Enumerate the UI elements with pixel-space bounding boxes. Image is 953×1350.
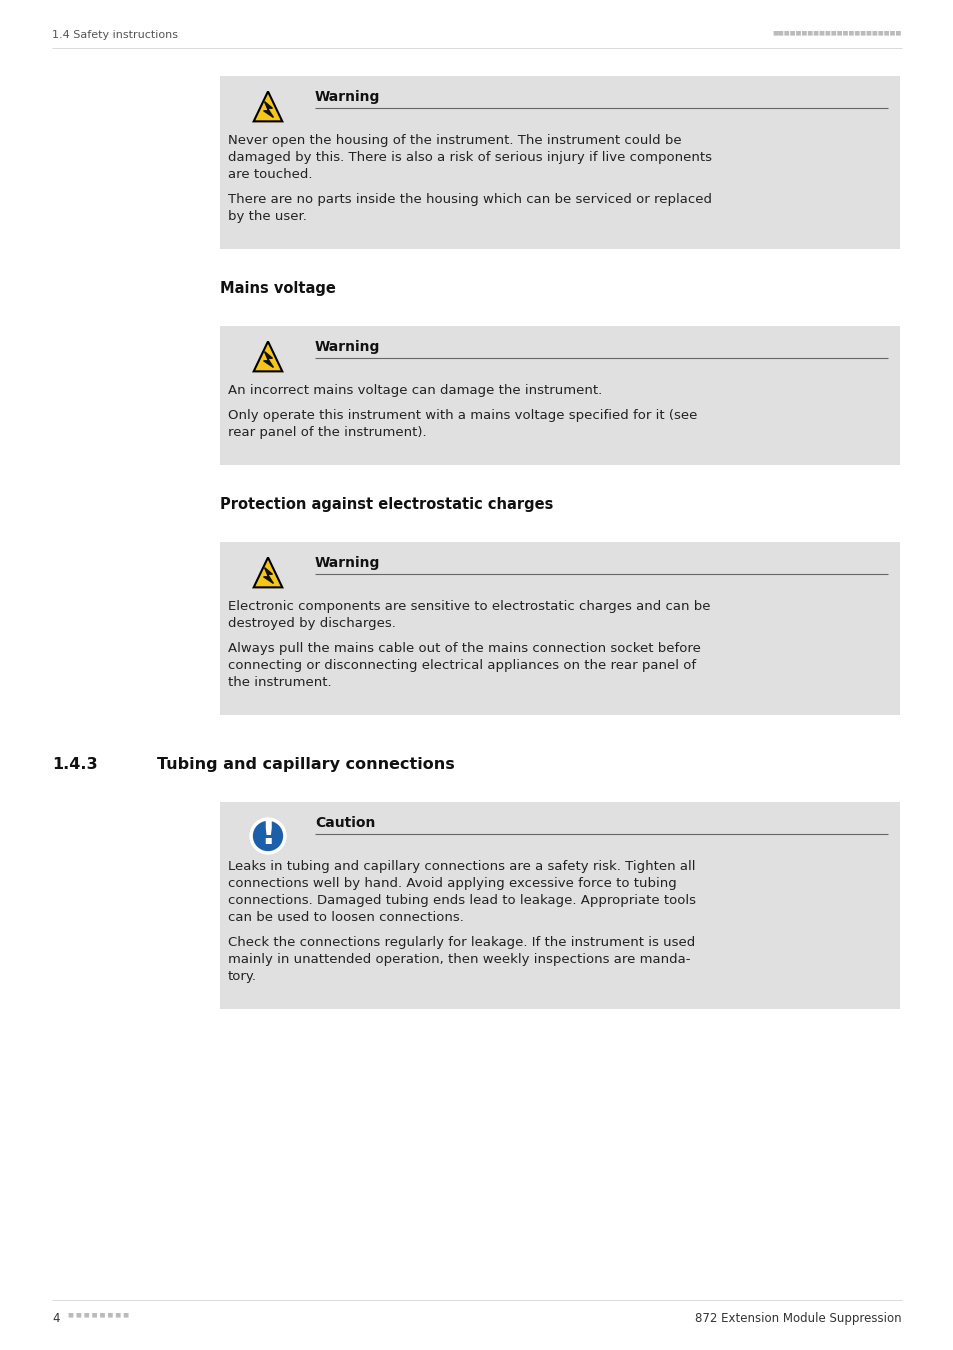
- Text: destroyed by discharges.: destroyed by discharges.: [228, 617, 395, 630]
- Text: 1.4.3: 1.4.3: [52, 757, 97, 772]
- Text: by the user.: by the user.: [228, 211, 307, 223]
- Text: Only operate this instrument with a mains voltage specified for it (see: Only operate this instrument with a main…: [228, 409, 697, 423]
- FancyBboxPatch shape: [220, 802, 899, 1008]
- FancyBboxPatch shape: [220, 325, 899, 464]
- Text: 1.4 Safety instructions: 1.4 Safety instructions: [52, 30, 178, 40]
- Text: There are no parts inside the housing which can be serviced or replaced: There are no parts inside the housing wh…: [228, 193, 711, 207]
- Text: damaged by this. There is also a risk of serious injury if live components: damaged by this. There is also a risk of…: [228, 151, 711, 163]
- Text: An incorrect mains voltage can damage the instrument.: An incorrect mains voltage can damage th…: [228, 383, 601, 397]
- Polygon shape: [263, 567, 274, 583]
- Text: are touched.: are touched.: [228, 167, 313, 181]
- Text: Warning: Warning: [314, 90, 380, 104]
- Text: connections. Damaged tubing ends lead to leakage. Appropriate tools: connections. Damaged tubing ends lead to…: [228, 894, 696, 907]
- FancyBboxPatch shape: [220, 76, 899, 248]
- Text: !: !: [260, 818, 275, 852]
- Text: Electronic components are sensitive to electrostatic charges and can be: Electronic components are sensitive to e…: [228, 599, 710, 613]
- Text: 872 Extension Module Suppression: 872 Extension Module Suppression: [695, 1312, 901, 1324]
- Text: the instrument.: the instrument.: [228, 676, 332, 688]
- Circle shape: [251, 819, 285, 853]
- Polygon shape: [263, 101, 274, 117]
- Text: Tubing and capillary connections: Tubing and capillary connections: [157, 757, 455, 772]
- Text: Leaks in tubing and capillary connections are a safety risk. Tighten all: Leaks in tubing and capillary connection…: [228, 860, 695, 873]
- FancyBboxPatch shape: [220, 541, 899, 716]
- Polygon shape: [253, 558, 282, 587]
- Text: Caution: Caution: [314, 815, 375, 830]
- Text: Protection against electrostatic charges: Protection against electrostatic charges: [220, 497, 553, 512]
- Text: 4: 4: [52, 1312, 59, 1324]
- Text: ■■■■■■■■■■■■■■■■■■■■■■: ■■■■■■■■■■■■■■■■■■■■■■: [772, 30, 901, 35]
- Text: Always pull the mains cable out of the mains connection socket before: Always pull the mains cable out of the m…: [228, 643, 700, 655]
- Polygon shape: [263, 351, 274, 367]
- Text: mainly in unattended operation, then weekly inspections are manda-: mainly in unattended operation, then wee…: [228, 953, 690, 967]
- Text: Warning: Warning: [314, 340, 380, 354]
- Text: tory.: tory.: [228, 971, 256, 983]
- Text: connecting or disconnecting electrical appliances on the rear panel of: connecting or disconnecting electrical a…: [228, 659, 696, 672]
- Text: ■ ■ ■ ■ ■ ■ ■ ■: ■ ■ ■ ■ ■ ■ ■ ■: [68, 1312, 129, 1318]
- Text: can be used to loosen connections.: can be used to loosen connections.: [228, 911, 463, 923]
- Text: Mains voltage: Mains voltage: [220, 281, 335, 296]
- Text: connections well by hand. Avoid applying excessive force to tubing: connections well by hand. Avoid applying…: [228, 878, 676, 890]
- Text: rear panel of the instrument).: rear panel of the instrument).: [228, 427, 426, 439]
- Text: Warning: Warning: [314, 556, 380, 570]
- Text: Never open the housing of the instrument. The instrument could be: Never open the housing of the instrument…: [228, 134, 680, 147]
- Polygon shape: [253, 342, 282, 371]
- Text: Check the connections regularly for leakage. If the instrument is used: Check the connections regularly for leak…: [228, 936, 695, 949]
- Polygon shape: [253, 92, 282, 122]
